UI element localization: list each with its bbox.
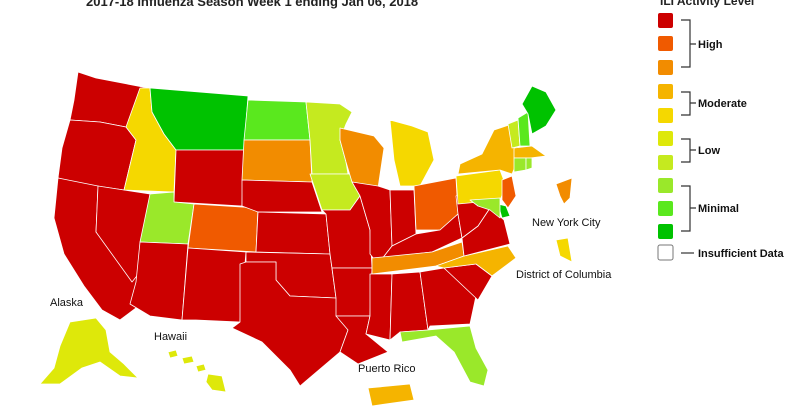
state-delaware[interactable] [497, 203, 511, 219]
legend-bracket-minimal [681, 185, 696, 232]
state-connecticut[interactable] [513, 157, 527, 173]
legend-bracket-low [681, 138, 696, 163]
legend-bracket-moderate [681, 91, 696, 116]
hawaii-island-3[interactable] [195, 363, 207, 373]
legend-swatch-level-7 [658, 84, 673, 99]
legend-swatch-level-1 [658, 224, 673, 239]
state-district-of-columbia[interactable] [555, 237, 573, 263]
state-wyoming[interactable] [173, 149, 245, 207]
legend-label-moderate: Moderate [698, 98, 747, 110]
legend-title: ILI Activity Level [660, 0, 755, 8]
state-puerto-rico[interactable] [367, 383, 415, 407]
label-alaska: Alaska [50, 297, 84, 309]
legend-label-low: Low [698, 145, 720, 157]
legend-swatch-level-9 [658, 36, 673, 51]
state-kansas[interactable] [255, 211, 331, 255]
legend-swatch-level-8 [658, 60, 673, 75]
hawaii-island-1[interactable] [167, 349, 179, 359]
state-new-hampshire[interactable] [517, 111, 531, 147]
legend-label-high: High [698, 39, 723, 51]
state-maryland[interactable] [469, 197, 501, 219]
state-maine[interactable] [521, 85, 557, 135]
legend-label-minimal: Minimal [698, 203, 739, 215]
legend: High Moderate Low Minimal Insufficient D… [657, 13, 784, 261]
state-mississippi[interactable] [365, 273, 393, 341]
label-puerto-rico: Puerto Rico [358, 363, 415, 375]
state-nebraska[interactable] [241, 179, 323, 213]
state-nevada[interactable] [95, 185, 151, 283]
state-new-mexico[interactable] [181, 247, 247, 323]
legend-swatch-insufficient [657, 244, 674, 261]
legend-swatch-level-6 [658, 108, 673, 123]
state-texas[interactable] [231, 261, 349, 387]
hawaii-island-2[interactable] [181, 355, 195, 365]
legend-bracket-high [681, 19, 696, 68]
hawaii-islands[interactable] [167, 349, 227, 393]
label-hawaii: Hawaii [154, 331, 187, 343]
state-michigan[interactable] [389, 119, 435, 187]
label-new-york-city: New York City [532, 217, 601, 229]
map-title: 2017-18 Influenza Season Week 1 ending J… [86, 0, 419, 9]
state-arkansas[interactable] [331, 267, 373, 317]
state-massachusetts[interactable] [513, 145, 547, 159]
state-arizona[interactable] [129, 241, 189, 321]
state-south-dakota[interactable] [241, 139, 313, 183]
state-oregon[interactable] [57, 119, 137, 191]
legend-label-insufficient: Insufficient Data [698, 248, 784, 260]
hawaii-island-4[interactable] [205, 373, 227, 393]
legend-swatch-level-3 [658, 178, 673, 193]
state-florida[interactable] [399, 325, 489, 387]
state-colorado[interactable] [187, 203, 259, 253]
legend-swatch-level-4 [658, 155, 673, 170]
legend-swatch-level-5 [658, 131, 673, 146]
state-north-dakota[interactable] [243, 99, 311, 141]
state-new-york-city[interactable] [555, 177, 573, 205]
state-rhode-island[interactable] [525, 157, 533, 171]
state-alaska[interactable] [39, 317, 139, 385]
legend-swatch-level-2 [658, 201, 673, 216]
label-district-of-columbia: District of Columbia [516, 269, 612, 281]
state-new-jersey[interactable] [501, 175, 517, 209]
legend-swatch-level-10 [658, 13, 673, 28]
